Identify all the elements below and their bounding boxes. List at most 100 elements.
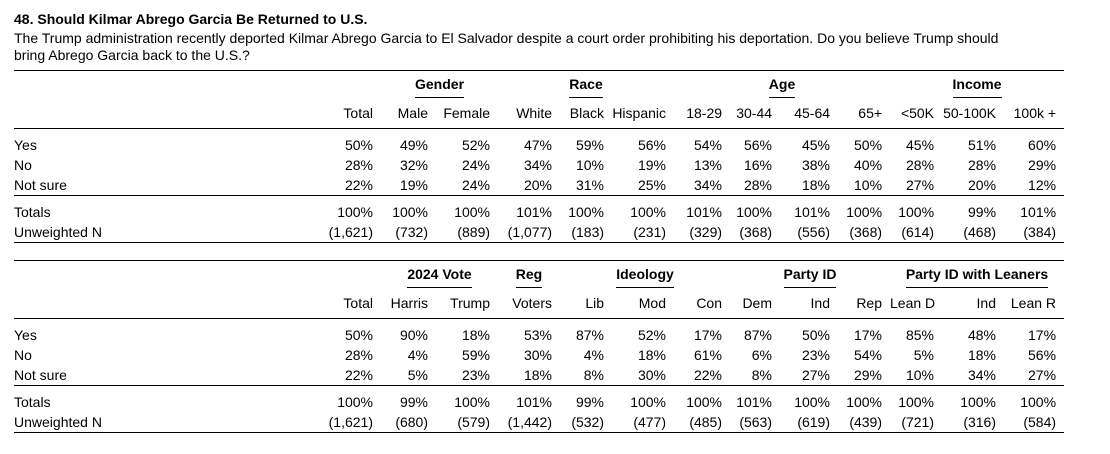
table-cell: 40% xyxy=(854,157,883,173)
table-cell: 27% xyxy=(780,365,838,386)
table-cell: 23% xyxy=(436,365,498,386)
table-cell: 56% xyxy=(743,137,773,153)
table-cell: 52% xyxy=(461,137,491,153)
table-cell: 101% xyxy=(736,394,772,410)
column-header: Total xyxy=(323,98,381,129)
table-cell: (563) xyxy=(730,412,780,433)
table-cell: 17% xyxy=(853,327,882,343)
table-cell: (183) xyxy=(560,222,613,243)
table-cell: 59% xyxy=(461,347,490,363)
table-row: Not sure 22% 5% 23% 18% 8% 30% 22% 8% 27% 29% 10% 34… xyxy=(14,365,1065,386)
table-cell: (477) xyxy=(612,412,674,433)
table-cell: 17% xyxy=(693,327,722,343)
column-header: Ind xyxy=(780,288,838,319)
table-cell: 16% xyxy=(743,157,773,173)
table-cell: (732) xyxy=(381,222,436,243)
table-cell: 51% xyxy=(968,137,997,153)
table-cell: 99% xyxy=(575,394,604,410)
table-cell: 100% xyxy=(1020,394,1057,410)
column-header: Total xyxy=(323,288,381,319)
table-cell: (1,621) xyxy=(323,222,381,243)
empty-header-cell xyxy=(14,260,381,288)
table-cell: 23% xyxy=(801,347,830,363)
column-group-header: Ideology xyxy=(560,260,730,288)
table-cell: 100% xyxy=(337,394,373,410)
table-cell: 56% xyxy=(1028,347,1057,363)
column-header: Ind xyxy=(942,288,1004,319)
table-cell: 87% xyxy=(575,327,604,343)
table-cell: 30% xyxy=(612,365,674,386)
row-label: Unweighted N xyxy=(14,412,323,433)
table-cell: 100% xyxy=(454,204,491,220)
row-label: Not sure xyxy=(14,365,323,386)
table-cell: 34% xyxy=(942,365,1004,386)
table-cell: 20% xyxy=(498,175,561,196)
column-group-label: Party ID with Leaners xyxy=(905,261,1049,288)
table-cell: 27% xyxy=(890,175,943,196)
table-cell: 100% xyxy=(794,394,830,410)
table-cell: 48% xyxy=(967,327,996,343)
table-cell: 34% xyxy=(523,157,553,173)
column-header: 100k + xyxy=(1004,98,1065,129)
row-label: Yes xyxy=(14,327,37,343)
table-cell: (680) xyxy=(381,412,436,433)
column-header: 45-64 xyxy=(780,98,839,129)
table-cell: 22% xyxy=(323,365,381,386)
table-cell: (1,621) xyxy=(323,412,381,433)
column-group-header: Party ID xyxy=(730,260,890,288)
table-cell: (231) xyxy=(612,222,675,243)
table-cell: 61% xyxy=(693,347,722,363)
column-group-header: Income xyxy=(890,70,1065,98)
table-cell: 100% xyxy=(392,204,428,220)
table-row: Yes 50% 90% 18% 53% 87% 52% 17% 87% 50% 17% 85% 48% 1… xyxy=(14,325,1064,345)
column-header: Lean R xyxy=(1004,288,1065,319)
table-cell: 10% xyxy=(575,157,605,173)
column-header: <50K xyxy=(890,98,943,129)
table-cell: 54% xyxy=(693,137,723,153)
table-cell: 4% xyxy=(583,347,604,363)
table-cell: 100% xyxy=(630,204,667,220)
table-cell: 10% xyxy=(838,175,891,196)
table-cell: 5% xyxy=(913,347,934,363)
column-header: Mod xyxy=(612,288,674,319)
table-cell: 99% xyxy=(399,394,428,410)
crosstab-table-2: 2024 Vote Reg Ideology Party ID Party ID wit… xyxy=(14,260,1065,433)
table-cell: (384) xyxy=(1004,222,1065,243)
table-cell: 50% xyxy=(344,137,373,153)
table-cell: 13% xyxy=(693,157,723,173)
table-cell: 56% xyxy=(637,137,667,153)
table-cell: (316) xyxy=(942,412,1004,433)
table-cell: 100% xyxy=(568,204,605,220)
table-cell: 101% xyxy=(794,204,831,220)
table-cell: 34% xyxy=(674,175,731,196)
crosstab-table-1: Gender Race Age Income Total Male Female White B… xyxy=(14,70,1065,243)
table-cell: (468) xyxy=(942,222,1005,243)
table-cell: (485) xyxy=(674,412,730,433)
table-cell: 10% xyxy=(890,365,942,386)
column-group-label: Age xyxy=(768,71,796,98)
table-cell: (584) xyxy=(1004,412,1065,433)
table-cell: 17% xyxy=(1028,327,1057,343)
table-cell: 24% xyxy=(436,175,499,196)
table-row: Unweighted N (1,621) (680) (579) (1,442) (532… xyxy=(14,412,1065,433)
table-cell: 31% xyxy=(560,175,613,196)
table-cell: 22% xyxy=(323,175,381,196)
row-label: No xyxy=(14,157,32,173)
table-cell: (532) xyxy=(560,412,612,433)
column-header: Black xyxy=(560,98,613,129)
table-row: Not sure 22% 19% 24% 20% 31% 25% 34% 28% 18% 10% 27… xyxy=(14,175,1065,196)
row-label: No xyxy=(14,347,32,363)
table-cell: 8% xyxy=(560,365,612,386)
table-cell: 19% xyxy=(381,175,436,196)
question-text: The Trump administration recently deport… xyxy=(14,30,999,63)
table-cell: 59% xyxy=(575,137,605,153)
table-cell: (614) xyxy=(890,222,943,243)
table-cell: (1,077) xyxy=(498,222,561,243)
column-header: Lib xyxy=(560,288,612,319)
table-cell: 22% xyxy=(674,365,730,386)
question-title: 48. Should Kilmar Abrego Garcia Be Retur… xyxy=(14,11,368,27)
column-header: Con xyxy=(674,288,730,319)
table-cell: 18% xyxy=(637,347,666,363)
table-row: Yes 50% 49% 52% 47% 59% 56% 54% 56% 45% 50% 45% 51% 6… xyxy=(14,135,1064,155)
table-cell: (889) xyxy=(436,222,499,243)
